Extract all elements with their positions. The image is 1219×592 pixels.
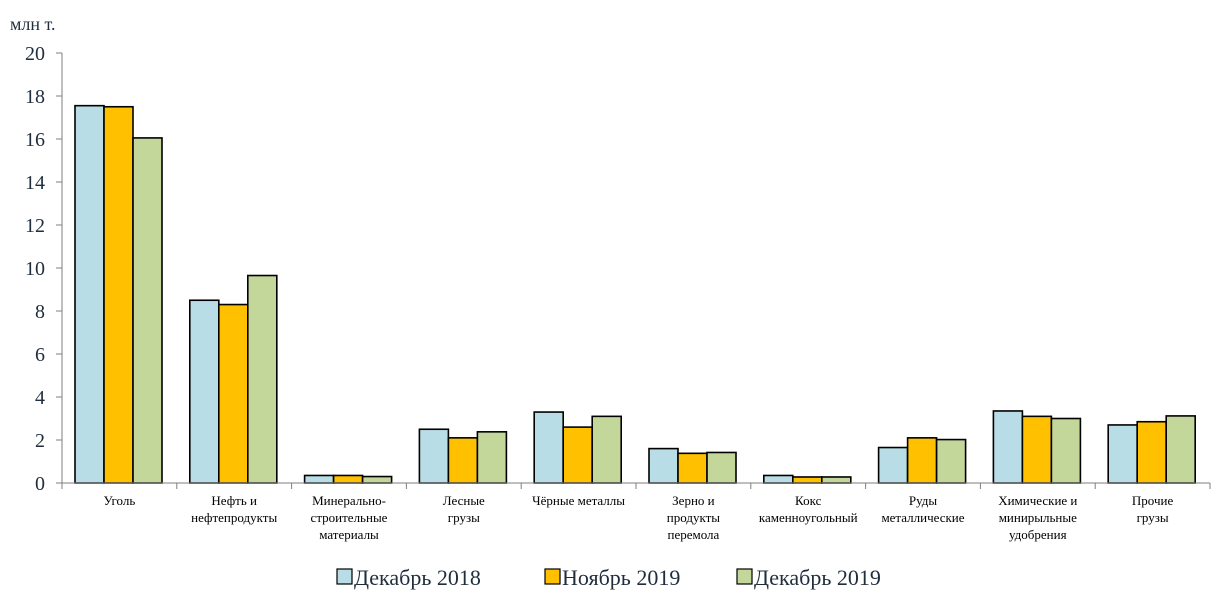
x-category-label: Уголь: [103, 493, 135, 508]
x-category-label: строительные: [311, 510, 388, 525]
bar: [677, 452, 708, 484]
y-axis-unit-label: млн т.: [10, 14, 56, 34]
x-category-label: материалы: [319, 527, 379, 542]
x-category-label: Прочие: [1132, 493, 1174, 508]
bar: [103, 105, 134, 484]
legend-swatch: [336, 568, 353, 585]
bar: [762, 474, 794, 484]
y-tick-label: 18: [25, 86, 45, 108]
bar: [361, 475, 393, 484]
y-tick-label: 4: [35, 387, 45, 409]
bar: [303, 474, 335, 484]
x-category-label: Лесные: [443, 493, 485, 508]
y-tick-label: 16: [25, 129, 45, 151]
x-category-label: каменноугольный: [759, 510, 858, 525]
x-category-label: Нефть и: [211, 493, 257, 508]
x-axis: Уголь Нефть и нефтепродукты Минерально-стро…: [61, 482, 1211, 542]
bar: [648, 447, 679, 484]
x-category-label: Чёрные металлы: [532, 493, 625, 508]
bar: [476, 431, 508, 484]
y-tick-label: 6: [35, 344, 45, 366]
bars: [74, 104, 1196, 484]
bar: [706, 451, 737, 484]
legend-swatch: [736, 568, 753, 585]
x-category-label: Химические и: [998, 493, 1077, 508]
bar: [1107, 424, 1138, 484]
legend-label: Ноябрь 2019: [562, 565, 680, 590]
y-axis: 0 2 4 6 8 10 12 14 16 18 20: [25, 43, 63, 495]
bar: [132, 137, 163, 484]
y-tick-label: 0: [35, 473, 45, 495]
x-category-label: металлические: [881, 510, 964, 525]
x-category-label: Зерно и: [672, 493, 714, 508]
legend-label: Декабрь 2019: [754, 565, 881, 590]
x-category-label: минирыльные: [999, 510, 1077, 525]
bar: [935, 438, 967, 484]
x-category-label: удобрения: [1009, 527, 1067, 542]
bar: [74, 104, 105, 484]
bar: [1050, 417, 1082, 484]
y-tick-label: 10: [25, 258, 45, 280]
x-category-label: нефтепродукты: [191, 510, 277, 525]
x-category-label: Руды: [909, 493, 938, 508]
y-tick-label: 2: [35, 430, 45, 452]
bar: [820, 476, 852, 484]
bar: [332, 474, 364, 484]
x-category-label: Минерально-: [312, 493, 386, 508]
bar: [992, 410, 1024, 484]
legend-label: Декабрь 2018: [354, 565, 481, 590]
bar: [1136, 420, 1167, 484]
bar: [1021, 415, 1053, 484]
y-tick-label: 20: [25, 43, 45, 65]
x-category-label: грузы: [448, 510, 480, 525]
y-tick-label: 14: [25, 172, 45, 194]
y-tick-label: 12: [25, 215, 45, 237]
bar: [591, 415, 623, 484]
bar: [447, 437, 479, 484]
x-category-label: грузы: [1137, 510, 1169, 525]
bar: [189, 299, 220, 484]
y-tick-label: 8: [35, 301, 45, 323]
bar: [533, 411, 565, 484]
legend: Декабрь 2018 Ноябрь 2019 Декабрь 2019: [336, 565, 881, 590]
legend-swatch: [544, 568, 561, 585]
bar: [562, 426, 594, 484]
bar: [218, 303, 249, 484]
bar: [247, 274, 278, 484]
x-category-label: перемола: [667, 527, 719, 542]
bar: [906, 437, 938, 484]
x-category-label: продукты: [667, 510, 721, 525]
bar: [791, 476, 823, 484]
bar: [1165, 415, 1196, 484]
bar: [877, 446, 909, 484]
bar: [418, 428, 450, 484]
x-category-label: Кокс: [795, 493, 822, 508]
